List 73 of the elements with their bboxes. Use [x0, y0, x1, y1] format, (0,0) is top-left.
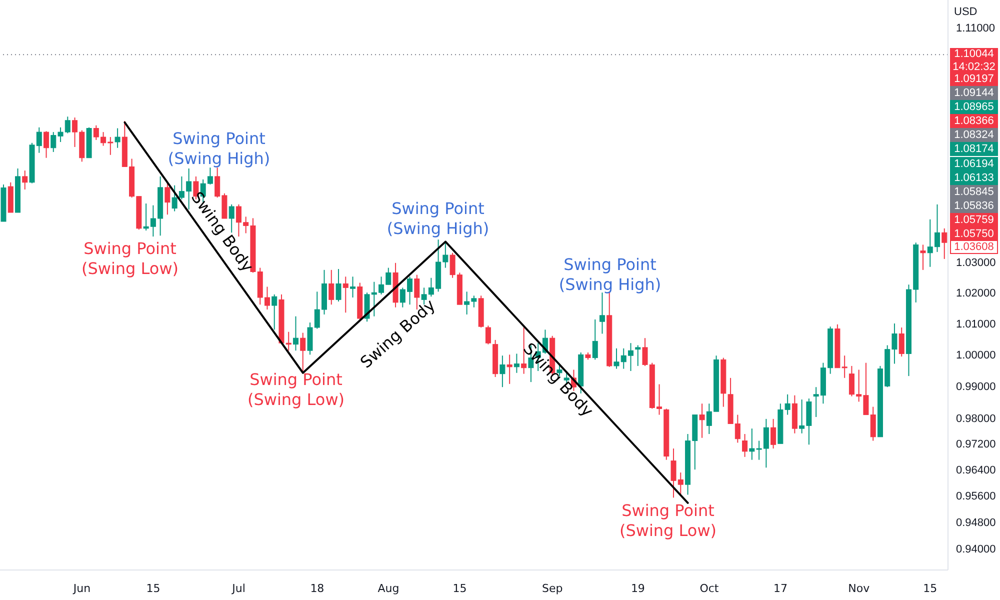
candlestick — [506, 354, 512, 384]
candlestick — [164, 182, 170, 216]
candlestick — [920, 244, 926, 270]
candlestick — [336, 268, 342, 302]
y-tick-label: 1.02000 — [956, 287, 996, 300]
x-tick-label: 18 — [310, 582, 324, 595]
x-tick-label: 15 — [923, 582, 938, 595]
text: 1.06194 — [950, 157, 998, 171]
candlestick — [292, 316, 298, 352]
annotation: Swing Point (Swing Low) — [81, 239, 179, 279]
x-tick-label: Jun — [72, 582, 91, 595]
x-tick-label: 15 — [146, 582, 160, 595]
x-tick-label: Jul — [231, 582, 246, 595]
annotation: Swing Point (Swing Low) — [619, 501, 717, 541]
text: 1.05759 — [950, 213, 998, 227]
y-tick-label: 0.98000 — [956, 412, 996, 425]
text: 1.08965 — [950, 100, 998, 114]
x-tick-label: Oct — [700, 582, 720, 595]
candlestick — [228, 204, 234, 234]
y-tick-label: 0.96400 — [956, 464, 996, 476]
y-tick-label: 0.97200 — [956, 438, 996, 451]
text: 1.08324 — [950, 128, 998, 142]
x-tick-label: Sep — [542, 582, 563, 595]
y-tick-label: 0.94000 — [956, 543, 996, 556]
text: 1.08174 — [950, 142, 998, 156]
x-tick-label: 17 — [773, 582, 788, 595]
text: 1.05836 — [950, 199, 998, 213]
text: 1.09144 — [950, 86, 998, 100]
annotation: Swing Point (Swing High) — [386, 199, 490, 239]
candlestick — [770, 418, 776, 450]
x-tick-label: Aug — [378, 582, 400, 595]
candlestick — [300, 332, 306, 372]
candlestick — [485, 325, 491, 345]
candlestick — [635, 344, 641, 366]
y-tick-label: 1.11000 — [956, 22, 995, 34]
candlestick — [350, 276, 356, 298]
y-tick-label: 0.95600 — [956, 490, 996, 503]
candlestick — [272, 294, 278, 330]
candlestick — [342, 276, 348, 314]
candlestick — [528, 344, 534, 383]
y-tick-label: 1.00000 — [956, 350, 996, 362]
ref-line-label: 1.10044 14:02:32 — [950, 48, 998, 75]
candlestick — [500, 355, 506, 388]
candlestick — [114, 128, 120, 148]
x-tick-label: 19 — [630, 582, 645, 595]
candlestick — [172, 184, 178, 212]
candlestick — [898, 327, 904, 358]
candlestick — [44, 130, 50, 158]
text: 1.08366 — [950, 114, 998, 128]
y-axis-title: USD — [954, 6, 978, 18]
y-tick-label: 1.01000 — [956, 318, 996, 330]
y-tick-label: 0.94800 — [956, 516, 996, 529]
text: 1.05845 — [950, 185, 998, 199]
candlestick — [592, 318, 598, 360]
y-tick-label: 1.03000 — [956, 256, 996, 269]
x-tick-label: 15 — [452, 582, 467, 595]
text: 1.05750 — [950, 227, 998, 241]
annotation: Swing Point (Swing High) — [168, 129, 270, 169]
candlestick — [22, 170, 28, 190]
candlestick — [699, 403, 705, 438]
annotation: Swing Point (Swing High) — [558, 255, 662, 295]
candlestick — [328, 269, 334, 306]
text: 1.03608 — [950, 240, 998, 254]
annotation: Swing Point (Swing Low) — [247, 370, 345, 410]
candlestick — [556, 363, 562, 377]
candlestick — [742, 434, 748, 458]
text: 1.09197 — [950, 72, 998, 86]
text: 1.06133 — [950, 171, 998, 185]
y-tick-label: 0.99000 — [956, 381, 996, 394]
candlestick — [942, 228, 948, 260]
x-tick-label: Nov — [848, 582, 870, 595]
candlestick — [514, 353, 520, 374]
candlestick — [599, 292, 605, 334]
